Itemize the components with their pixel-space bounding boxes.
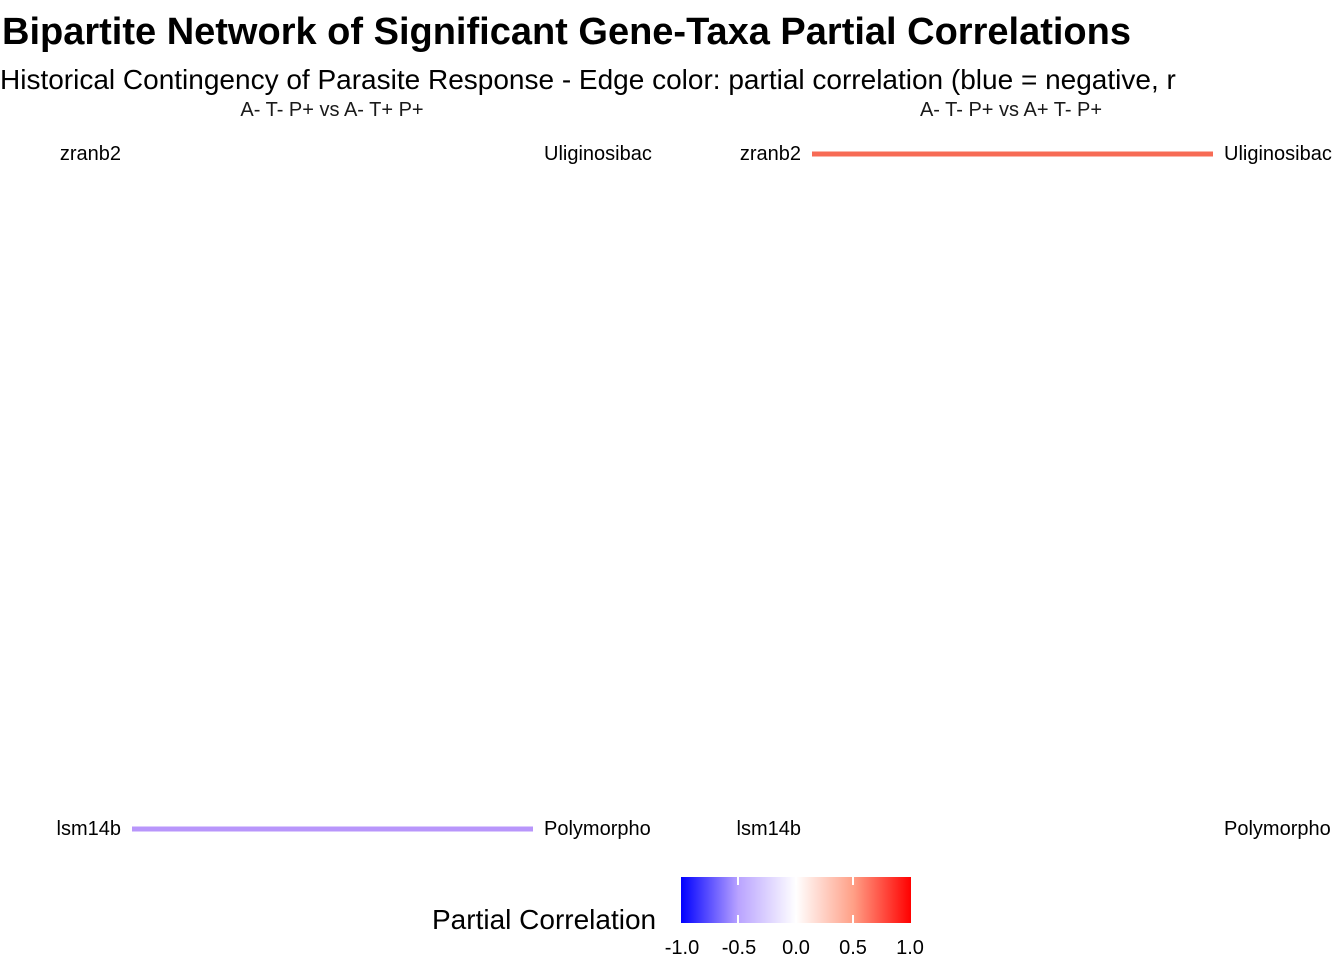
gene-node-zranb2: zranb2 (739, 143, 801, 165)
legend-tick-label: 0.0 (782, 937, 810, 959)
gene-node-lsm14b: lsm14b (736, 818, 801, 840)
facet-title-1: A- T- P+ vs A- T+ P+ (240, 99, 424, 121)
colorbar-tick-mark (737, 877, 739, 885)
colorbar-tick-mark (795, 877, 797, 885)
facet-panel-2: zranb2 lsm14b Uliginosibac Polymorpho (680, 120, 1344, 865)
gene-node-lsm14b: lsm14b (56, 818, 121, 840)
taxon-node-uliginosibac: Uliginosibac (1224, 143, 1332, 165)
edge-layer-2 (812, 151, 1213, 157)
taxon-node-polymorpho: Polymorpho (544, 818, 651, 840)
legend-tick-label: -0.5 (721, 937, 757, 959)
colorbar-tick-mark (852, 915, 854, 923)
colorbar-tick-mark (852, 877, 854, 885)
colorbar-tick-mark (737, 915, 739, 923)
legend-tick-label: -1.0 (664, 937, 700, 959)
taxon-node-uliginosibac: Uliginosibac (544, 143, 652, 165)
edge-layer-1 (132, 826, 533, 832)
facet-title-2: A- T- P+ vs A+ T- P+ (919, 99, 1103, 121)
chart-subtitle: Historical Contingency of Parasite Respo… (0, 64, 1176, 95)
legend-colorbar (681, 877, 911, 923)
gene-node-zranb2: zranb2 (59, 143, 121, 165)
taxon-node-polymorpho: Polymorpho (1224, 818, 1331, 840)
legend-title: Partial Correlation (432, 904, 657, 935)
facet-panel-1: zranb2 lsm14b Uliginosibac Polymorpho (0, 120, 668, 865)
colorbar-tick-mark (795, 915, 797, 923)
legend-tick-label: 1.0 (896, 937, 924, 959)
chart-title: Bipartite Network of Significant Gene-Ta… (2, 11, 1131, 53)
legend-tick-label: 0.5 (839, 937, 867, 959)
